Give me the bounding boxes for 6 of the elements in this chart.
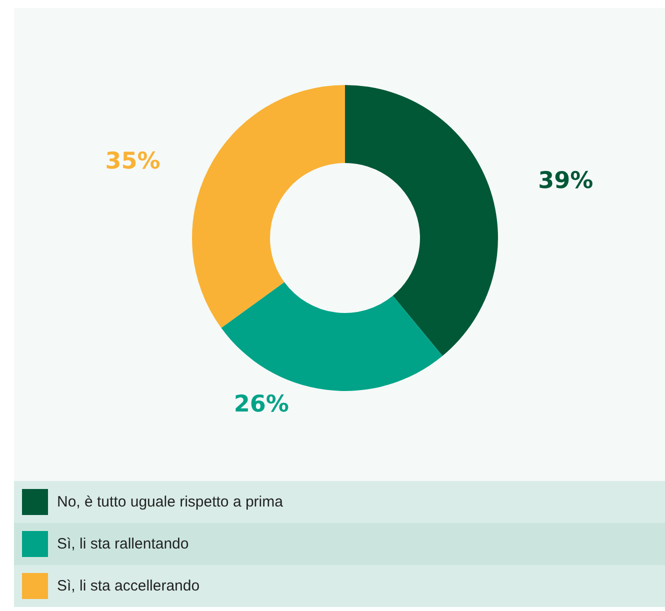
data-label: 35% xyxy=(105,148,160,175)
legend-label: Sì, li sta accellerando xyxy=(57,578,200,594)
legend-label: Sì, li sta rallentando xyxy=(57,536,189,552)
data-label: 26% xyxy=(234,392,289,418)
data-label: 39% xyxy=(538,168,594,194)
legend-label: No, è tutto uguale rispetto a prima xyxy=(57,494,284,510)
